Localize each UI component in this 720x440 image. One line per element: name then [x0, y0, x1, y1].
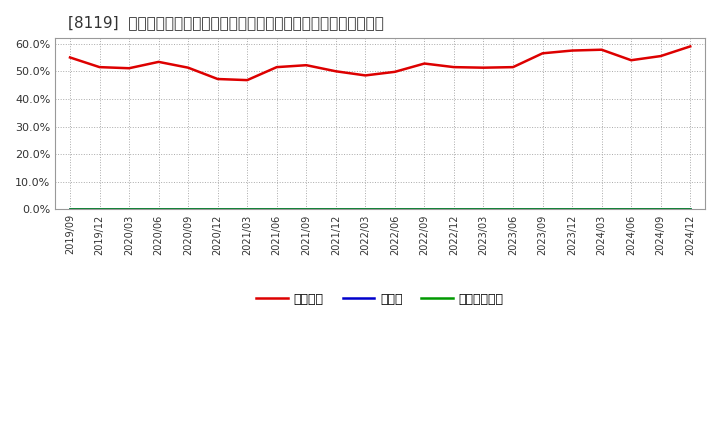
- 繰延税金資産: [331, 206, 340, 211]
- 自己資本: [95, 65, 104, 70]
- のれん: [657, 207, 665, 212]
- のれん: [302, 207, 310, 212]
- 自己資本: [657, 53, 665, 59]
- のれん: [243, 207, 251, 212]
- 繰延税金資産: [213, 206, 222, 211]
- Legend: 自己資本, のれん, 繰延税金資産: 自己資本, のれん, 繰延税金資産: [251, 288, 509, 311]
- 自己資本: [243, 77, 251, 83]
- 繰延税金資産: [272, 206, 281, 211]
- のれん: [390, 207, 399, 212]
- 繰延税金資産: [125, 206, 133, 211]
- 繰延税金資産: [361, 206, 369, 211]
- のれん: [686, 207, 695, 212]
- 自己資本: [154, 59, 163, 65]
- 繰延税金資産: [449, 206, 458, 211]
- のれん: [509, 207, 518, 212]
- 自己資本: [686, 44, 695, 49]
- 繰延税金資産: [420, 206, 428, 211]
- 繰延税金資産: [627, 206, 636, 211]
- 繰延税金資産: [480, 206, 488, 211]
- 繰延税金資産: [243, 206, 251, 211]
- 自己資本: [627, 58, 636, 63]
- 自己資本: [272, 65, 281, 70]
- 繰延税金資産: [154, 206, 163, 211]
- 繰延税金資産: [657, 206, 665, 211]
- 繰延税金資産: [686, 206, 695, 211]
- 自己資本: [480, 65, 488, 70]
- 自己資本: [125, 66, 133, 71]
- 自己資本: [509, 65, 518, 70]
- 繰延税金資産: [302, 206, 310, 211]
- 自己資本: [420, 61, 428, 66]
- のれん: [568, 207, 577, 212]
- 自己資本: [331, 69, 340, 74]
- 繰延税金資産: [66, 206, 74, 211]
- 自己資本: [598, 47, 606, 52]
- のれん: [95, 207, 104, 212]
- のれん: [627, 207, 636, 212]
- 繰延税金資産: [184, 206, 192, 211]
- 自己資本: [539, 51, 547, 56]
- のれん: [420, 207, 428, 212]
- Line: 自己資本: 自己資本: [70, 46, 690, 80]
- 繰延税金資産: [539, 206, 547, 211]
- のれん: [331, 207, 340, 212]
- のれん: [480, 207, 488, 212]
- 繰延税金資産: [509, 206, 518, 211]
- のれん: [272, 207, 281, 212]
- 自己資本: [213, 77, 222, 82]
- 繰延税金資産: [568, 206, 577, 211]
- 自己資本: [184, 65, 192, 70]
- 自己資本: [449, 65, 458, 70]
- のれん: [361, 207, 369, 212]
- のれん: [154, 207, 163, 212]
- 自己資本: [302, 62, 310, 68]
- 自己資本: [568, 48, 577, 53]
- 繰延税金資産: [390, 206, 399, 211]
- のれん: [449, 207, 458, 212]
- のれん: [184, 207, 192, 212]
- のれん: [539, 207, 547, 212]
- 繰延税金資産: [95, 206, 104, 211]
- のれん: [125, 207, 133, 212]
- Text: [8119]  自己資本、のれん、繰延税金資産の総資産に対する比率の推移: [8119] 自己資本、のれん、繰延税金資産の総資産に対する比率の推移: [68, 15, 384, 30]
- 自己資本: [361, 73, 369, 78]
- 繰延税金資産: [598, 206, 606, 211]
- のれん: [213, 207, 222, 212]
- 自己資本: [66, 55, 74, 60]
- のれん: [66, 207, 74, 212]
- 自己資本: [390, 69, 399, 74]
- のれん: [598, 207, 606, 212]
